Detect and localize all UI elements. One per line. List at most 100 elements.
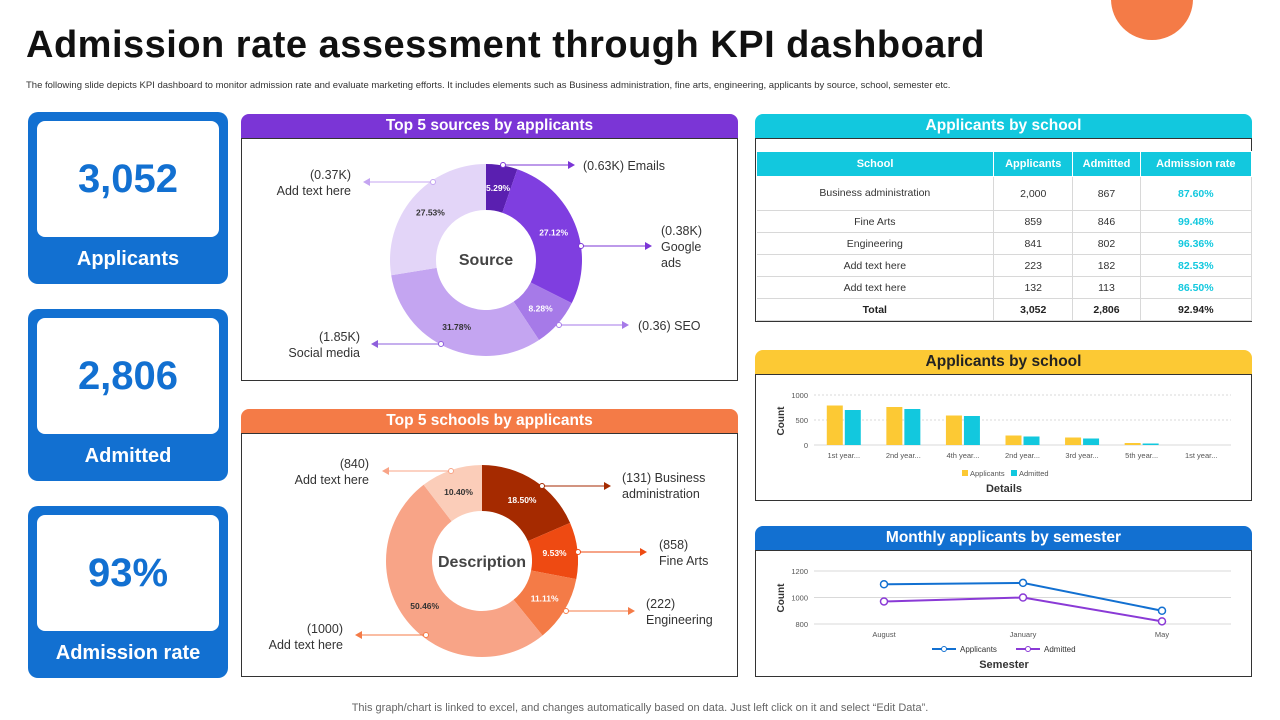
bar-ytick-label: 1000 (791, 391, 808, 400)
line-ylabel: Count (776, 583, 787, 613)
table-cell: Add text here (756, 276, 995, 299)
page-title: Admission rate assessment through KPI da… (26, 24, 985, 66)
table-row: Business administration 2,000 867 87.60% (756, 176, 1253, 211)
kpi-value-admitted: 2,806 (37, 318, 219, 434)
bar-admitted-1 (904, 409, 921, 445)
bar-xtick-label: 5th year... (1125, 451, 1158, 460)
callout-arrow-google (645, 242, 652, 250)
table-cell: 87.60% (1140, 176, 1253, 211)
bar-applicants-0 (826, 405, 843, 445)
bar-xtick-label: 3rd year... (1065, 451, 1098, 460)
table-header-row: School Applicants Admitted Admission rat… (755, 151, 1253, 177)
callout-emails: (0.63K) Emails (583, 159, 665, 173)
callout-engineering-label: Engineering (646, 613, 713, 627)
school-slice-0 (482, 465, 571, 542)
callout-dot-finearts (575, 549, 581, 555)
callout-dot-seo (556, 322, 562, 328)
callout-other2-value: (840) (340, 457, 369, 471)
bar-applicants-5 (1124, 443, 1141, 445)
table-row: Add text here 132 113 86.50% (756, 276, 1253, 299)
table-cell: 96.36% (1140, 232, 1253, 255)
bar-ytick-label: 500 (795, 416, 808, 425)
callout-dot-business (539, 483, 545, 489)
table-cell: 99.48% (1140, 210, 1253, 233)
callout-finearts-label: Fine Arts (659, 554, 708, 568)
line-legend-admitted: Admitted (1044, 645, 1076, 654)
line-xtick-label: May (1155, 630, 1169, 639)
callout-arrow-other (363, 178, 370, 186)
sources-panel-header: Top 5 sources by applicants (241, 114, 738, 138)
source-slice-4 (390, 164, 486, 276)
school-slice-4 (423, 465, 482, 522)
line-panel: August January May 800 1000 1200 Count Appli… (755, 550, 1252, 677)
school-slice-label-3: 50.46% (410, 601, 439, 611)
page-subtitle: The following slide depicts KPI dashboar… (26, 80, 951, 91)
school-slice-label-1: 9.53% (543, 548, 568, 558)
kpi-label-applicants: Applicants (76, 248, 180, 270)
callout-other-value: (0.37K) (310, 168, 351, 182)
line-point-applicants-1 (1018, 578, 1028, 588)
table-cell: 2,000 (993, 176, 1074, 211)
schools-panel: 18.50% 9.53% 11.11% 50.46% 10.40% Descriptio… (241, 433, 738, 677)
school-slice-label-2: 11.11% (531, 593, 559, 603)
bar-admitted-2 (963, 416, 980, 445)
line-xlabel: Semester (979, 659, 1029, 671)
callout-arrow-engineering (628, 607, 635, 615)
callout-arrow-other2 (382, 467, 389, 475)
bar-applicants-1 (886, 407, 903, 445)
line-point-applicants-0 (879, 580, 889, 589)
callout-dot-other (430, 179, 436, 185)
kpi-card-admitted: 2,806 Admitted (28, 309, 228, 481)
line-point-applicants-2 (1157, 606, 1167, 615)
line-ytick-label: 1000 (791, 594, 808, 603)
sources-center-label: Source (459, 252, 513, 269)
sources-panel: 5.29% 27.12% 8.28% 31.78% 27.53% Source (0.6… (241, 138, 738, 381)
callout-other-label: Add text here (277, 184, 351, 198)
line-xtick-label: January (1010, 630, 1037, 639)
callout-google-line3: ads (661, 256, 681, 270)
callout-business-line1: (131) Business (622, 471, 705, 485)
source-slice-0 (486, 164, 518, 213)
line-legend-applicants: Applicants (960, 645, 997, 654)
table-header-school: School (755, 151, 995, 177)
table-cell: 846 (1072, 210, 1141, 233)
source-slice-3 (391, 267, 540, 356)
callout-other1-value: (1000) (307, 622, 343, 636)
bar-xtick-label: 1st year... (1185, 451, 1218, 460)
table-cell: 3,052 (993, 298, 1074, 321)
kpi-card-admission-rate: 93% Admission rate (28, 506, 228, 678)
table-row: Engineering 841 802 96.36% (756, 232, 1253, 255)
callout-arrow-social (371, 340, 378, 348)
table-cell: Engineering (756, 232, 995, 255)
line-xtick-label: August (872, 630, 896, 639)
table-row: Fine Arts 859 846 99.48% (756, 210, 1253, 233)
line-panel-header: Monthly applicants by semester (755, 526, 1252, 550)
line-point-admitted-2 (1157, 617, 1167, 626)
bar-xtick-label: 1st year... (828, 451, 861, 460)
line-ytick-label: 1200 (791, 567, 808, 576)
school-slice-3 (386, 484, 543, 657)
bar-xtick-label: 2nd year... (886, 451, 921, 460)
school-slice-label-4: 10.40% (444, 487, 473, 497)
callout-arrow-finearts (640, 548, 647, 556)
table-cell: Business administration (756, 176, 995, 211)
table-cell: Fine Arts (756, 210, 995, 233)
callout-other2-label: Add text here (295, 473, 369, 487)
applicants-table: School Applicants Admitted Admission rat… (755, 151, 1253, 321)
table-cell: 2,806 (1072, 298, 1141, 321)
bar-applicants-2 (945, 415, 962, 445)
callout-social-value: (1.85K) (319, 330, 360, 344)
table-cell: 841 (993, 232, 1074, 255)
sources-donut-chart: 5.29% 27.12% 8.28% 31.78% 27.53% Source (0.6… (277, 159, 702, 360)
source-slice-label-0: 5.29% (486, 183, 511, 193)
callout-dot-google (578, 243, 584, 249)
source-slice-label-4: 27.53% (416, 208, 445, 218)
kpi-value-admission-rate: 93% (37, 515, 219, 631)
callout-arrow-business (604, 482, 611, 490)
table-header-applicants: Applicants (993, 151, 1074, 177)
source-slice-label-3: 31.78% (442, 322, 471, 332)
bar-admitted-3 (1023, 436, 1040, 445)
school-slice-label-0: 18.50% (508, 495, 537, 505)
table-cell: 82.53% (1140, 254, 1253, 277)
bar-ylabel: Count (776, 406, 787, 436)
